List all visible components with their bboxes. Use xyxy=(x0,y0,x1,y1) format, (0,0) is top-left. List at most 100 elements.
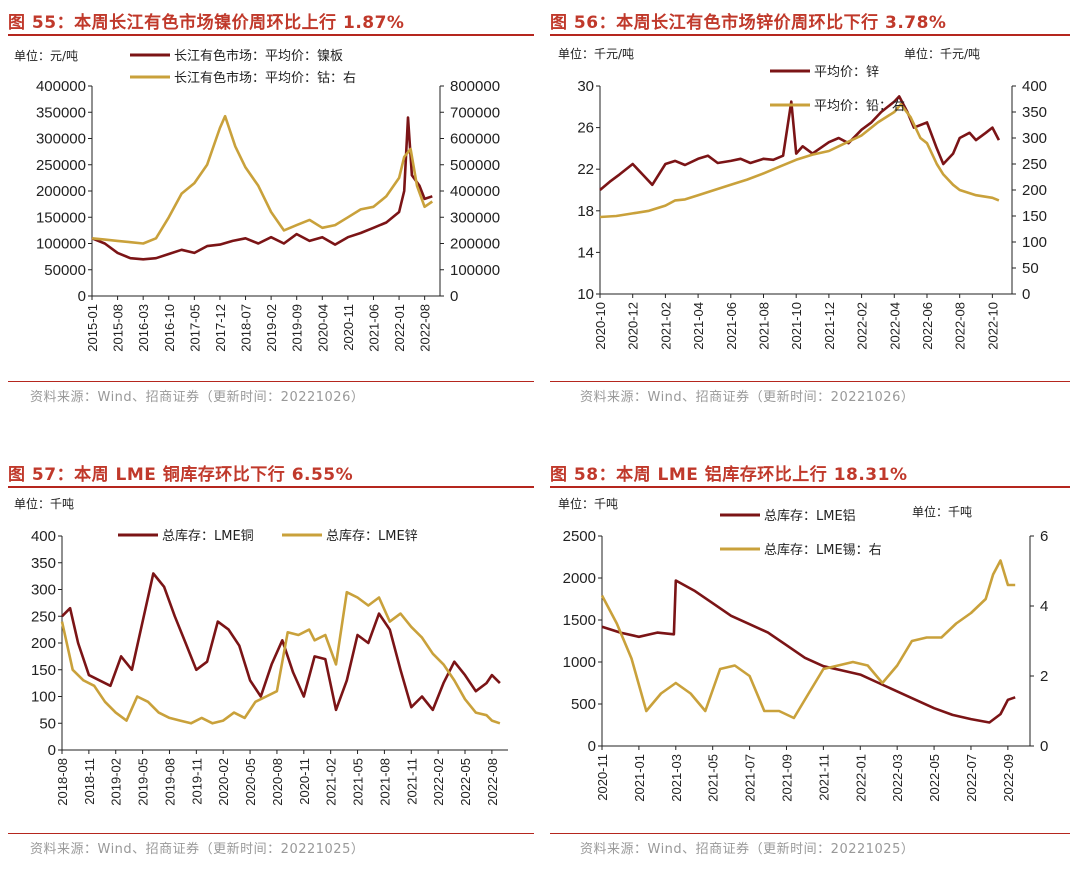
source-text: 资料来源：Wind、招商证券（更新时间：20221026） xyxy=(580,390,915,405)
x-tick-label: 2021-02 xyxy=(324,758,339,806)
x-tick-label: 2020-12 xyxy=(626,302,641,350)
y-tick-label-right: 100000 xyxy=(450,262,500,279)
y-tick-label-left: 10 xyxy=(577,286,594,303)
legend-label: 总库存：LME锡：右 xyxy=(764,542,882,558)
legend-label: 长江有色市场：平均价：镍板 xyxy=(174,48,343,64)
series-line xyxy=(91,114,434,245)
source-rule xyxy=(8,833,534,834)
y-tick-label-right: 200 xyxy=(1022,182,1047,199)
y-tick-label-right: 50 xyxy=(1022,260,1039,277)
x-tick-label: 2016-03 xyxy=(136,304,151,352)
x-tick-label: 2015-08 xyxy=(111,304,126,352)
x-tick-label: 2020-04 xyxy=(315,304,330,352)
x-tick-label: 2022-01 xyxy=(392,304,407,352)
chart-panel-55: 图 55：本周长江有色市场镍价周环比上行 1.87% 0 50000 100000 1… xyxy=(0,0,540,430)
y-tick-label-right: 0 xyxy=(1040,738,1048,755)
x-tick-label: 2020-02 xyxy=(216,758,231,806)
x-tick-label: 2022-07 xyxy=(964,754,979,802)
x-tick-label: 2019-11 xyxy=(189,758,204,805)
y-tick-label-left: 14 xyxy=(577,244,594,261)
x-tick-label: 2021-05 xyxy=(351,758,366,806)
y-tick-label-left: 350 xyxy=(31,555,56,572)
x-tick-label: 2021-10 xyxy=(789,302,804,350)
chart-panel-58: 图 58：本周 LME 铝库存环比上行 18.31% 0 500 1000 1500 2… xyxy=(540,452,1080,866)
x-tick-label: 2019-09 xyxy=(290,304,305,352)
chart-svg: 1014182226300501001502002503003504002020… xyxy=(558,46,1047,350)
unit-label: 单位：千吨 xyxy=(14,496,74,511)
legend-label: 平均价：铅：右 xyxy=(814,99,905,114)
y-tick-label-left: 400000 xyxy=(36,78,86,95)
source-rule xyxy=(550,381,1070,382)
y-tick-label-right: 800000 xyxy=(450,78,500,95)
y-tick-label-right: 0 xyxy=(1022,286,1030,303)
series-line xyxy=(599,95,1001,191)
legend-label: 总库存：LME锌 xyxy=(326,528,418,544)
y-tick-label-left: 350000 xyxy=(36,104,86,121)
title-rule xyxy=(550,34,1070,36)
x-tick-label: 2022-04 xyxy=(887,302,902,350)
chart-title: 图 58：本周 LME 铝库存环比上行 18.31% xyxy=(550,465,908,485)
y-tick-label-left: 100 xyxy=(31,689,56,706)
y-tick-label-left: 500 xyxy=(571,696,596,713)
x-tick-label: 2022-03 xyxy=(890,754,905,802)
x-tick-label: 2022-09 xyxy=(1001,754,1016,802)
y-tick-label-right: 4 xyxy=(1040,598,1048,615)
source-rule xyxy=(550,833,1070,834)
x-tick-label: 2021-09 xyxy=(779,754,794,802)
y-tick-label-left: 0 xyxy=(78,288,86,305)
chart-title: 图 56：本周长江有色市场锌价周环比下行 3.78% xyxy=(550,13,947,33)
y-tick-label-right: 6 xyxy=(1040,528,1048,545)
legend-label: 长江有色市场：平均价：钴：右 xyxy=(174,70,356,86)
y-tick-label-left: 0 xyxy=(588,738,596,755)
legend-label: 平均价：锌 xyxy=(814,65,879,80)
x-tick-label: 2020-11 xyxy=(595,754,610,801)
y-tick-label-left: 50 xyxy=(39,715,56,732)
y-tick-label-left: 0 xyxy=(48,742,56,759)
unit-label: 单位：元/吨 xyxy=(14,48,78,63)
y-tick-label-left: 200 xyxy=(31,635,56,652)
x-tick-label: 2022-05 xyxy=(927,754,942,802)
y-tick-label-left: 400 xyxy=(31,528,56,545)
y-tick-label-left: 150000 xyxy=(36,209,86,226)
unit-label: 单位：千元/吨 xyxy=(558,46,634,61)
y-tick-label-left: 2000 xyxy=(563,570,596,587)
x-tick-label: 2022-02 xyxy=(431,758,446,806)
x-tick-label: 2018-08 xyxy=(55,758,70,806)
x-tick-label: 2020-11 xyxy=(341,304,356,351)
x-tick-label: 2020-11 xyxy=(297,758,312,805)
x-tick-label: 2021-06 xyxy=(366,304,381,352)
x-tick-label: 2015-01 xyxy=(85,304,100,352)
legend-label: 总库存：LME铜 xyxy=(162,528,254,544)
title-rule xyxy=(8,486,534,488)
y-tick-label-right: 300000 xyxy=(450,209,500,226)
y-tick-label-left: 18 xyxy=(577,203,594,220)
y-tick-label-left: 300000 xyxy=(36,131,86,148)
x-tick-label: 2018-07 xyxy=(239,304,254,352)
y-tick-label-left: 22 xyxy=(577,161,594,178)
y-tick-label-right: 400000 xyxy=(450,183,500,200)
y-tick-label-left: 200000 xyxy=(36,183,86,200)
x-tick-label: 2021-05 xyxy=(706,754,721,802)
y-tick-label-right: 200000 xyxy=(450,236,500,253)
source-text: 资料来源：Wind、招商证券（更新时间：20221025） xyxy=(30,842,365,857)
y-tick-label-left: 250000 xyxy=(36,157,86,174)
unit-label-right: 单位：千吨 xyxy=(912,504,972,519)
chart-svg: 0 50 100 150 200 250 300 350 400 2018-08 2018-11 20… xyxy=(14,496,508,806)
x-tick-label: 2019-05 xyxy=(136,758,151,806)
y-tick-label-left: 1000 xyxy=(563,654,596,671)
x-tick-label: 2018-11 xyxy=(82,758,97,805)
chart-panel-57: 图 57：本周 LME 铜库存环比下行 6.55% 0 50 100 150 200 25… xyxy=(0,452,540,866)
x-tick-label: 2019-08 xyxy=(162,758,177,806)
x-tick-label: 2021-03 xyxy=(669,754,684,802)
series-line xyxy=(91,116,433,261)
y-tick-label-right: 400 xyxy=(1022,78,1047,95)
x-tick-label: 2021-01 xyxy=(632,754,647,802)
source-rule xyxy=(8,381,534,382)
x-tick-label: 2021-11 xyxy=(816,754,831,801)
x-tick-label: 2022-06 xyxy=(920,302,935,350)
x-tick-label: 2021-08 xyxy=(756,302,771,350)
unit-label-right: 单位：千元/吨 xyxy=(904,46,980,61)
x-tick-label: 2019-02 xyxy=(264,304,279,352)
x-tick-label: 2020-08 xyxy=(270,758,285,806)
y-tick-label-right: 700000 xyxy=(450,104,500,121)
